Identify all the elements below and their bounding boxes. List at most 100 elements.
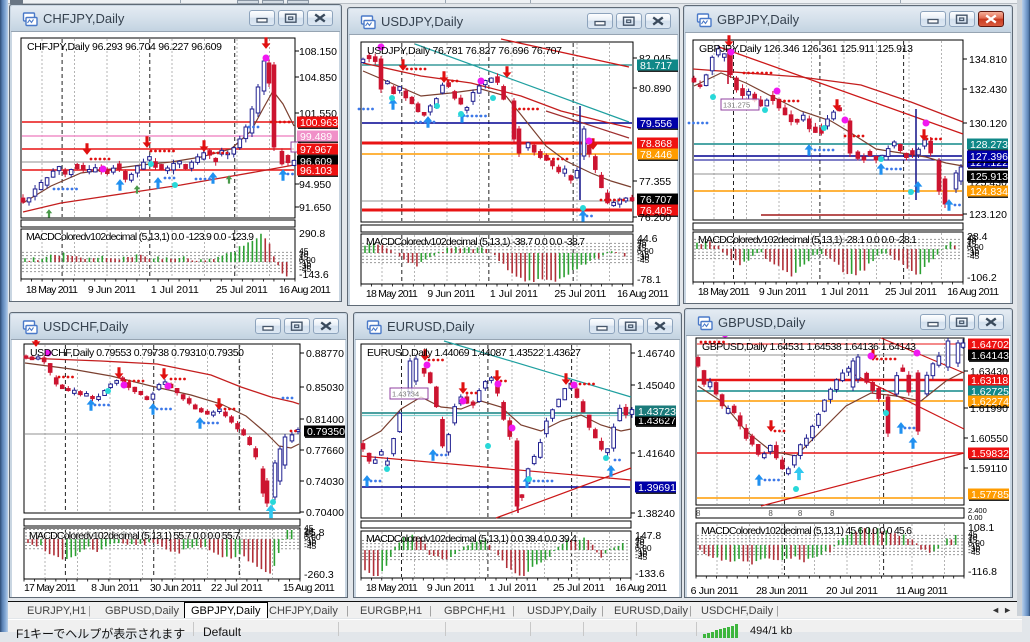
svg-text:CHFJPY,Daily 96.293 96.704 96: CHFJPY,Daily 96.293 96.704 96.227 96.609	[27, 41, 222, 53]
svg-text:30: 30	[637, 240, 647, 250]
svg-text:96.103: 96.103	[300, 165, 332, 177]
svg-text:45: 45	[968, 529, 978, 539]
svg-text:-30: -30	[968, 544, 981, 554]
svg-text:104.850: 104.850	[299, 72, 337, 84]
svg-text:EURUSD,Daily 1.44069 1.44087: EURUSD,Daily 1.44069 1.44087 1.43522 1.4…	[367, 347, 581, 359]
svg-text:1.57785: 1.57785	[971, 489, 1009, 501]
svg-text:-15: -15	[967, 245, 980, 255]
svg-text:-45: -45	[637, 255, 650, 265]
svg-text:MACDColoredv102decimal (5,13,1: MACDColoredv102decimal (5,13,1) 55.7 0.0…	[29, 530, 240, 542]
svg-text:100.963: 100.963	[300, 117, 338, 129]
svg-text:GBPJPY,Daily 126.346 126.361: GBPJPY,Daily 126.346 126.361 125.911 125…	[699, 43, 913, 55]
svg-text:USDCHF,Daily 0.79553 0.79738: USDCHF,Daily 0.79553 0.79738 0.79310 0.7…	[30, 347, 244, 359]
svg-text:6 Jun 2011: 6 Jun 2011	[691, 585, 739, 597]
svg-text:-15: -15	[299, 258, 312, 268]
svg-text:45.8: 45.8	[304, 527, 325, 539]
svg-text:0.00: 0.00	[637, 246, 654, 256]
svg-text:-30: -30	[967, 248, 980, 258]
svg-text:-15: -15	[304, 535, 317, 545]
svg-text:0.81400: 0.81400	[306, 414, 344, 426]
svg-text:78.868: 78.868	[640, 138, 672, 150]
svg-text:28.4: 28.4	[967, 231, 988, 243]
svg-text:8: 8	[768, 509, 773, 518]
svg-text:30: 30	[299, 249, 309, 259]
svg-text:GBPUSD,Daily 1.64531 1.64538: GBPUSD,Daily 1.64531 1.64538 1.64136 1.6…	[702, 341, 916, 353]
svg-text:45: 45	[637, 237, 647, 247]
svg-text:28 Jun 2011: 28 Jun 2011	[756, 585, 808, 597]
svg-text:127.396: 127.396	[970, 151, 1008, 163]
svg-text:16 Aug 2011: 16 Aug 2011	[615, 582, 667, 594]
svg-text:0.00: 0.00	[635, 543, 652, 553]
svg-text:30: 30	[968, 532, 978, 542]
svg-text:1.46740: 1.46740	[637, 348, 675, 360]
svg-text:15: 15	[299, 252, 309, 262]
svg-text:18 May 2011: 18 May 2011	[26, 284, 78, 296]
svg-text:1.64702: 1.64702	[971, 339, 1009, 351]
svg-text:45: 45	[635, 534, 645, 544]
svg-text:76.405: 76.405	[640, 205, 672, 217]
svg-text:30: 30	[304, 526, 314, 536]
svg-text:-260.3: -260.3	[304, 569, 334, 581]
svg-text:-116.8: -116.8	[968, 566, 997, 578]
svg-text:25 Jul 2011: 25 Jul 2011	[554, 288, 606, 300]
svg-text:80.890: 80.890	[639, 83, 671, 95]
svg-text:-45: -45	[967, 251, 980, 261]
svg-text:1.59832: 1.59832	[971, 448, 1009, 460]
svg-text:18 May 2011: 18 May 2011	[366, 582, 418, 594]
svg-text:94.950: 94.950	[299, 179, 331, 191]
svg-text:78.446: 78.446	[640, 149, 672, 161]
svg-text:-45: -45	[968, 547, 981, 557]
svg-text:8 Jun 2011: 8 Jun 2011	[91, 582, 139, 594]
svg-text:0.88770: 0.88770	[306, 348, 344, 360]
svg-text:16 Aug 2011: 16 Aug 2011	[947, 286, 999, 298]
svg-text:9 Jun 2011: 9 Jun 2011	[759, 286, 807, 298]
svg-text:1.62725: 1.62725	[971, 386, 1009, 398]
svg-text:20 Jul 2011: 20 Jul 2011	[826, 585, 878, 597]
svg-text:1.62274: 1.62274	[971, 396, 1009, 408]
svg-text:-30: -30	[637, 252, 650, 262]
svg-text:0.00: 0.00	[968, 538, 985, 548]
svg-text:-15: -15	[637, 249, 650, 259]
svg-text:15: 15	[968, 535, 978, 545]
svg-text:99.489: 99.489	[300, 131, 332, 143]
svg-text:15: 15	[304, 529, 314, 539]
svg-text:-143.6: -143.6	[299, 269, 329, 281]
svg-text:128.273: 128.273	[970, 139, 1008, 151]
svg-text:8: 8	[696, 509, 701, 518]
svg-text:-45: -45	[304, 541, 317, 551]
svg-text:MACDColoredv102decimal (5,13,1: MACDColoredv102decimal (5,13,1) -28.1 0.…	[698, 234, 917, 246]
svg-text:76.200: 76.200	[639, 212, 671, 224]
svg-text:0.79350: 0.79350	[307, 426, 345, 438]
svg-text:-15: -15	[635, 546, 648, 556]
svg-text:-133.6: -133.6	[635, 568, 665, 580]
svg-text:-45: -45	[635, 552, 648, 562]
svg-text:2.400: 2.400	[968, 506, 987, 515]
svg-text:125.913: 125.913	[970, 171, 1008, 183]
svg-text:18 May 2011: 18 May 2011	[366, 288, 418, 300]
svg-text:134.810: 134.810	[969, 54, 1007, 66]
svg-text:108.150: 108.150	[299, 46, 337, 58]
svg-text:131.275: 131.275	[723, 101, 750, 110]
svg-text:1.61990: 1.61990	[970, 403, 1008, 415]
svg-text:9 Jun 2011: 9 Jun 2011	[427, 288, 475, 300]
svg-text:-30: -30	[304, 538, 317, 548]
svg-text:17 May 2011: 17 May 2011	[24, 582, 76, 594]
svg-text:MACDColoredv102decimal (5,13,1: MACDColoredv102decimal (5,13,1) 0.0 39.4…	[366, 533, 577, 545]
svg-text:MACDColoredv102decimal (5,13,1: MACDColoredv102decimal (5,13,1) -38.7 0.…	[366, 236, 585, 248]
svg-text:147.8: 147.8	[635, 530, 661, 542]
svg-text:76.707: 76.707	[640, 194, 672, 206]
svg-text:45: 45	[967, 233, 977, 243]
svg-text:0.77660: 0.77660	[306, 445, 344, 457]
svg-text:22 Jul 2011: 22 Jul 2011	[211, 582, 263, 594]
svg-text:25 Jul 2011: 25 Jul 2011	[553, 582, 605, 594]
svg-text:130.120: 130.120	[969, 118, 1007, 130]
svg-text:25 Jul 2011: 25 Jul 2011	[216, 284, 268, 296]
svg-text:-30: -30	[635, 549, 648, 559]
svg-text:1.38240: 1.38240	[637, 508, 675, 520]
svg-text:290.8: 290.8	[299, 228, 325, 240]
svg-text:-30: -30	[299, 261, 312, 271]
svg-text:16 Aug 2011: 16 Aug 2011	[279, 284, 331, 296]
svg-text:45: 45	[299, 246, 309, 256]
svg-text:15 Aug 2011: 15 Aug 2011	[283, 582, 335, 594]
svg-text:123.120: 123.120	[969, 209, 1007, 221]
